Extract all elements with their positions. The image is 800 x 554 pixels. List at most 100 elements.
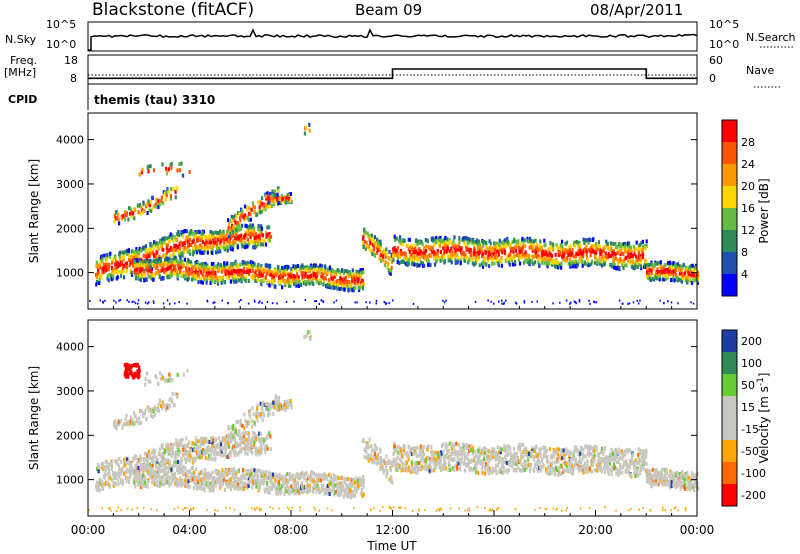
velocity-echo [140,462,143,467]
velocity-echo [117,422,121,427]
velocity-echo [217,443,220,448]
power-echo [140,205,143,210]
velocity-echo [184,481,187,486]
velocity-echo [250,471,253,476]
velocity-echo [168,483,171,488]
velocity-echo [204,468,207,472]
power-echo [194,232,197,237]
power-echo [451,242,454,247]
velocity-echo [270,480,273,484]
velocity-echo [261,474,264,478]
nsky-label: N.Sky [5,33,37,46]
power-echo [214,270,217,275]
power-echo [376,237,379,242]
velocity-echo [129,474,132,479]
velocity-echo [208,448,212,453]
power-echo [188,249,191,254]
power-echo [456,255,460,260]
velocity-echo [103,475,106,480]
power-echo [469,238,472,243]
power-echo [418,256,421,261]
velocity-echo [201,482,204,487]
power-echo [377,240,380,245]
power-echo [313,272,316,277]
power-echo [247,269,250,274]
velocity-echo [247,480,250,485]
power-echo [169,253,172,258]
power-echo [641,251,644,256]
power-echo [526,253,530,258]
velocity-echo [340,481,343,486]
velocity-echo [220,484,223,488]
near-range-echo [578,299,581,301]
nsearch-tick-bottom: 10^0 [709,38,739,51]
velocity-echo [268,490,271,495]
power-echo [318,281,321,286]
power-echo [113,219,116,224]
power-echo [169,264,173,269]
power-echo [125,269,128,274]
power-echo [270,270,273,275]
near-range-echo [487,299,489,302]
velocity-echo [337,492,340,497]
power-echo [381,250,384,255]
velocity-echo [97,487,100,492]
power-echo [451,250,454,255]
velocity-echo [104,459,107,464]
power-echo [538,244,541,249]
power-echo [112,273,115,278]
power-echo [523,260,526,265]
power-echo [636,257,639,262]
power-echo [667,268,670,273]
power-echo [416,263,419,268]
velocity-echo [114,419,117,424]
power-echo [240,213,243,218]
power-echo [421,263,424,268]
power-echo [378,255,382,260]
velocity-echo [219,439,222,444]
power-echo [500,263,503,268]
power-echo [661,277,664,282]
velocity-echo [336,481,339,486]
power-echo [277,186,280,191]
power-echo [624,241,627,246]
power-echo [170,187,173,192]
power-echo [115,262,118,267]
power-echo [686,279,689,284]
power-echo [556,246,559,251]
noise-panel: N.Sky 10^5 10^0 10^5 10^0 N.Search [5,18,796,52]
power-echo [281,275,284,280]
power-echo [572,254,575,259]
power-echo [335,272,338,277]
velocity-echo [265,443,268,448]
power-echo [687,275,690,279]
power-echo [243,270,246,275]
power-echo [414,249,418,254]
velocity-echo [228,480,231,485]
near-range-echo [498,300,500,303]
power-echo [160,198,163,203]
power-echo [243,217,246,222]
power-echo [664,274,667,279]
power-echo [412,250,415,255]
velocity-echo [219,444,222,449]
velocity-echo [308,475,311,479]
power-echo [196,260,199,265]
power-echo [265,231,268,236]
power-echo [511,262,514,267]
velocity-echo [131,418,134,423]
power-echo [258,271,261,276]
power-echo [545,260,549,265]
power-echo [212,231,215,236]
freq-tick-bottom: 8 [70,72,77,85]
power-echo [297,275,300,280]
velocity-echo [156,483,159,487]
power-echo [672,261,675,266]
power-echo [249,235,252,239]
power-echo [668,260,672,265]
power-echo [231,215,234,220]
velocity-echo [161,400,164,405]
velocity-echo [233,446,236,451]
power-echo [221,233,224,238]
power-echo [254,278,257,283]
